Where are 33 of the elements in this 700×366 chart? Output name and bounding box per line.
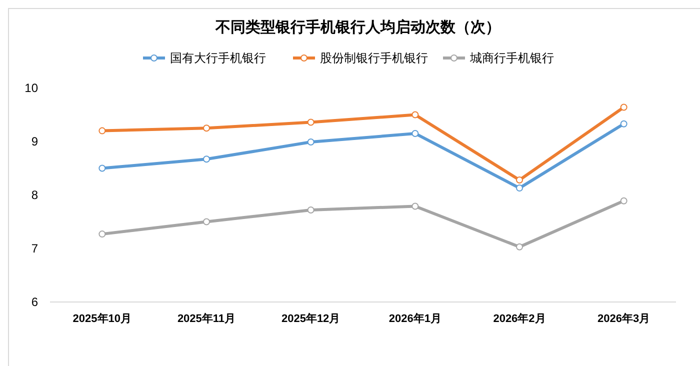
point bbox=[203, 124, 210, 132]
point bbox=[98, 127, 106, 134]
point bbox=[412, 130, 419, 137]
y-tick-label: 8 bbox=[31, 188, 38, 202]
y-tick-label: 9 bbox=[31, 134, 38, 148]
point bbox=[516, 184, 523, 192]
x-tick-label: 2026年3月 bbox=[598, 312, 650, 325]
x-tick-label: 2026年2月 bbox=[493, 312, 546, 325]
point bbox=[203, 156, 210, 163]
point bbox=[307, 118, 314, 126]
x-tick-label: 2025年10月 bbox=[72, 312, 132, 325]
y-tick-label: 6 bbox=[31, 295, 38, 309]
point bbox=[620, 120, 628, 128]
point bbox=[412, 111, 419, 118]
point bbox=[98, 164, 106, 172]
point bbox=[307, 138, 314, 146]
point bbox=[516, 243, 523, 250]
x-tick-label: 2025年11月 bbox=[177, 312, 236, 325]
point bbox=[516, 176, 523, 184]
point bbox=[98, 230, 106, 238]
point bbox=[412, 202, 419, 210]
point bbox=[620, 197, 628, 204]
point bbox=[307, 206, 314, 214]
legend-label: 城商行手机银行 bbox=[469, 51, 554, 65]
point bbox=[620, 104, 628, 111]
point bbox=[203, 218, 210, 226]
x-tick-label: 2025年12月 bbox=[281, 312, 340, 325]
y-tick-label: 10 bbox=[24, 81, 38, 95]
x-tick-label: 2026年1月 bbox=[388, 312, 442, 325]
legend-label: 股份制银行手机银行 bbox=[320, 51, 428, 65]
y-tick-label: 7 bbox=[31, 242, 38, 256]
legend-label: 国有大行手机银行 bbox=[170, 51, 266, 65]
chart-title: 不同类型银行手机银行人均启动次数（次） bbox=[214, 18, 500, 36]
